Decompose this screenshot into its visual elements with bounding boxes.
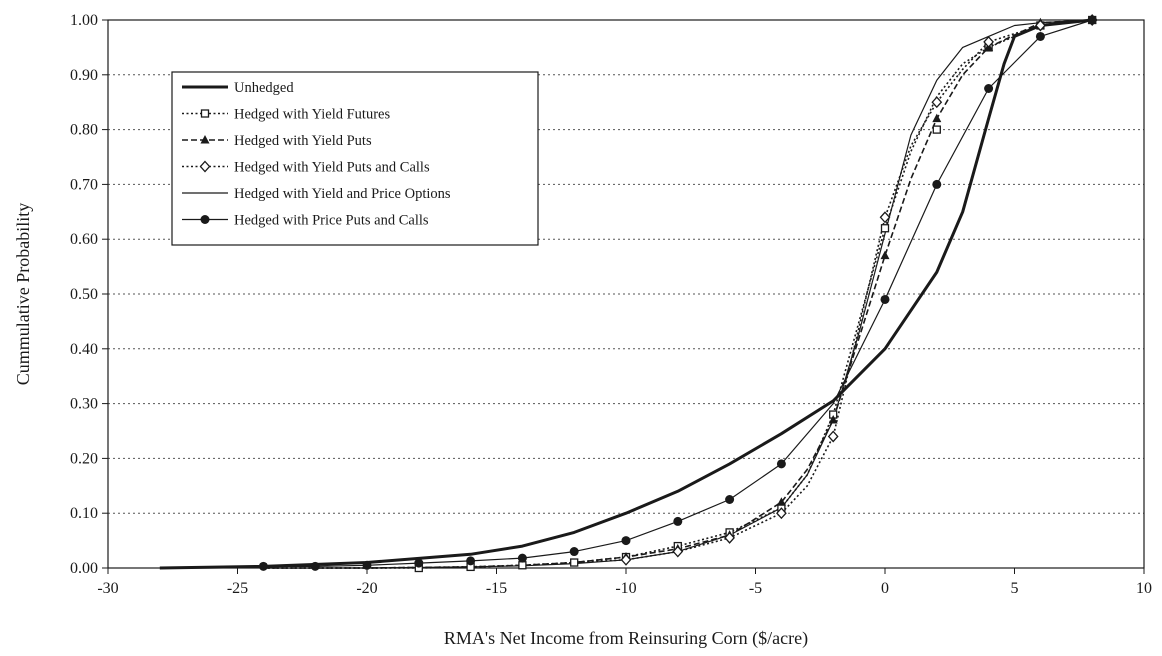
legend-entry-label: Hedged with Yield and Price Options xyxy=(234,186,451,202)
x-tick-label: -5 xyxy=(749,580,762,597)
series-6-marker xyxy=(258,561,268,571)
legend-entry-label: Hedged with Yield Puts xyxy=(234,133,372,149)
series-4-marker xyxy=(620,553,632,566)
series-6-marker xyxy=(725,495,735,504)
y-tick-label: 0.90 xyxy=(70,67,98,84)
series-4-marker xyxy=(672,545,684,558)
x-tick-label: 10 xyxy=(1136,580,1152,597)
series-2-marker xyxy=(932,125,941,134)
y-tick-label: 0.00 xyxy=(70,560,98,577)
legend-marker xyxy=(199,160,211,173)
series-6-marker xyxy=(310,561,320,571)
series-6-marker xyxy=(880,294,890,304)
x-tick-label: -30 xyxy=(97,580,118,597)
series-6-marker xyxy=(621,536,631,546)
series-4-marker xyxy=(983,35,994,48)
y-tick-label: 0.10 xyxy=(70,505,98,522)
y-tick-label: 1.00 xyxy=(70,12,98,29)
series-3-marker xyxy=(828,415,838,424)
x-tick-label: 5 xyxy=(1011,580,1019,597)
x-tick-label: -25 xyxy=(227,580,248,597)
series-4-marker xyxy=(827,430,839,443)
y-tick-label: 0.50 xyxy=(70,286,98,303)
series-3-marker xyxy=(880,250,890,260)
legend-box xyxy=(171,71,539,246)
series-6-marker xyxy=(569,547,579,557)
legend-marker xyxy=(200,215,210,224)
legend-entry-label: Hedged with Yield Futures xyxy=(234,107,390,123)
legend-marker xyxy=(200,135,210,144)
series-6-marker xyxy=(362,560,372,570)
y-axis-title: Cummulative Probability xyxy=(13,203,33,386)
series-line-5 xyxy=(263,19,1093,569)
legend-entry-label: Hedged with Yield Puts and Calls xyxy=(234,160,430,176)
series-4-marker xyxy=(931,96,943,109)
series-6-marker xyxy=(517,553,527,563)
y-tick-label: 0.40 xyxy=(70,341,98,358)
y-tick-label: 0.80 xyxy=(70,122,98,139)
series-line-3 xyxy=(263,19,1093,569)
series-6-marker xyxy=(776,459,786,469)
y-tick-label: 0.70 xyxy=(70,176,98,193)
series-markers xyxy=(258,14,1098,573)
series-3-marker xyxy=(776,497,786,506)
series-6-marker xyxy=(1087,15,1097,25)
x-axis-title: RMA's Net Income from Reinsuring Corn ($… xyxy=(444,628,808,649)
series-6-marker xyxy=(1035,31,1045,41)
series-6-marker xyxy=(466,556,476,566)
x-tick-label: -10 xyxy=(615,580,636,597)
legend-entry-label: Unhedged xyxy=(234,80,294,96)
series-2-marker xyxy=(570,558,579,567)
series-6-marker xyxy=(984,84,994,93)
legend: Unhedged Hedged with Yield Futures Hedged … xyxy=(171,71,539,246)
legend-marker xyxy=(200,109,210,118)
series-6-marker xyxy=(414,558,424,568)
series-2-marker xyxy=(518,561,527,570)
series-line-4 xyxy=(263,19,1093,569)
series-6-marker xyxy=(673,516,683,526)
y-tick-label: 0.60 xyxy=(70,231,98,248)
series-4-marker xyxy=(879,211,891,224)
series-6-marker xyxy=(932,179,942,189)
series-2-marker xyxy=(880,224,890,233)
series-4-marker xyxy=(724,531,735,544)
x-tick-label: -15 xyxy=(486,580,507,597)
y-tick-label: 0.20 xyxy=(70,450,98,467)
x-tick-label: -20 xyxy=(356,580,377,597)
series-4-marker xyxy=(776,507,787,520)
series-3-marker xyxy=(932,113,942,123)
legend-entry-label: Hedged with Price Puts and Calls xyxy=(234,213,429,229)
axes: 0.00 0.10 0.20 0.30 0.40 0.50 0.60 0.70 0.80 0.90… xyxy=(70,12,1152,597)
series-line-1 xyxy=(159,18,1093,570)
series-4-marker xyxy=(1035,19,1046,32)
x-tick-label: 0 xyxy=(881,580,889,597)
y-tick-label: 0.30 xyxy=(70,396,98,413)
